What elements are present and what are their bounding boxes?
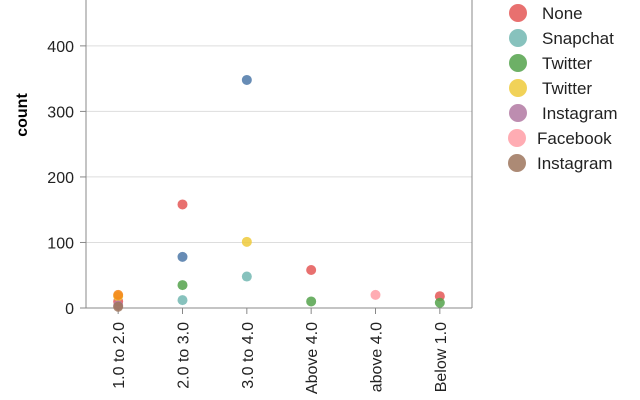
legend-label: Instagram [537,154,613,173]
axes [85,0,473,309]
y-tick-label: 0 [65,301,74,318]
data-point [113,301,124,312]
y-tick-label: 100 [47,235,74,252]
data-point [241,74,252,85]
legend-swatch [509,4,527,22]
x-ticks: 1.0 to 2.0 2.0 to 3.0 3.0 to 4.0 Above 4.0 a… [111,308,450,394]
data-point [113,289,124,300]
data-point [177,280,188,291]
data-point [177,251,188,262]
x-tick-label: Below 1.0 [433,322,450,392]
legend-swatch [508,129,526,147]
y-axis-title: count [14,93,31,137]
data-point [306,264,317,275]
x-tick-label: Above 4.0 [304,322,321,394]
x-tick-label: 3.0 to 4.0 [240,322,257,389]
x-tick-label: 2.0 to 3.0 [176,322,193,389]
x-tick-label: above 4.0 [369,322,386,392]
y-tick-label: 200 [47,170,74,187]
y-ticks: 0 100 200 300 400 [47,39,86,318]
data-point [241,236,252,247]
y-tick-label: 400 [47,39,74,56]
legend-swatch [508,154,526,172]
legend-swatch [509,79,527,97]
legend: None Snapchat Twitter Twitter Instagram Faceb… [508,4,618,173]
legend-label: Instagram [542,104,618,123]
legend-label: Facebook [537,129,612,148]
legend-swatch [509,54,527,72]
data-point [177,199,188,210]
legend-label: Twitter [542,79,592,98]
x-tick-label: 1.0 to 2.0 [111,322,128,389]
y-tick-label: 300 [47,104,74,121]
data-point [177,295,188,306]
legend-label: Snapchat [542,29,614,48]
data-point [370,289,381,300]
data-points [113,74,445,312]
legend-label: Twitter [542,54,592,73]
data-point [306,296,317,307]
data-point [241,271,252,282]
legend-swatch [509,29,527,47]
data-point [434,297,445,308]
legend-swatch [509,104,527,122]
grid-lines [86,45,472,309]
legend-label: None [542,4,583,23]
